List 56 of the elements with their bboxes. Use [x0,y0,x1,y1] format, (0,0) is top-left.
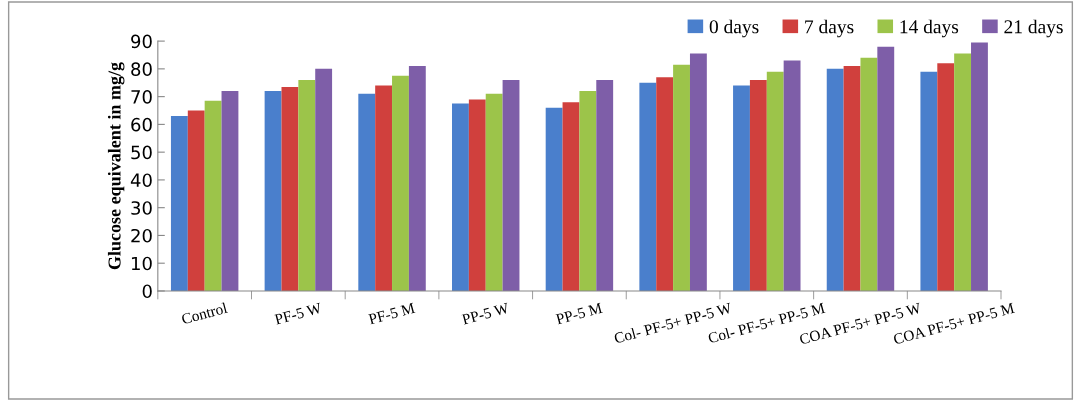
bar [954,53,972,291]
bar [733,85,750,291]
bar [843,66,861,291]
bar [187,110,205,291]
legend-label: 14 days [900,19,959,38]
bar [545,107,563,291]
bar [639,82,657,291]
bar [221,91,239,291]
legend-label: 0 days [709,19,759,38]
legend-label: 21 days [1004,19,1063,38]
bar [860,57,878,291]
bar [392,75,409,291]
bar [170,116,188,291]
bar [485,93,503,291]
bar [689,53,707,291]
y-tick-label: 50 [131,145,152,160]
bar [673,64,690,291]
x-tick-label: PP-5 M [555,302,603,325]
x-tick-label: Control [180,302,228,325]
bar [877,46,895,291]
x-tick-label: PF-5 M [368,302,416,325]
bar [656,77,674,291]
bar [826,68,844,291]
bar [937,63,955,291]
y-tick-label: 70 [131,90,152,104]
y-tick-label: 40 [130,173,152,188]
y-tick-label: 0 [142,284,152,299]
bar [596,79,614,291]
y-tick-label: 20 [131,228,152,243]
bar [375,85,393,291]
bar [971,42,988,291]
x-tick-label: PP-5 W [461,302,510,325]
bar [298,79,316,291]
bar [264,91,282,291]
bar [749,79,767,291]
y-tick-label: 90 [131,34,152,49]
bar [579,91,597,291]
x-tick-label: PF-5 W [274,302,323,325]
bar [358,93,376,291]
y-tick-label: 80 [131,62,152,76]
bar [502,79,520,291]
bar [452,103,469,291]
bar [281,86,299,291]
bar [408,66,426,291]
y-tick-label: 30 [131,201,152,215]
bar [766,71,784,291]
bar [920,71,938,291]
bar [315,68,333,291]
y-axis-title: Glucose equivalent in mg/g [107,62,125,270]
bar [204,100,222,291]
legend-label: 7 days [805,19,854,38]
bar [468,99,486,291]
bar [783,60,801,291]
y-tick-label: 10 [131,256,152,271]
y-tick-label: 60 [131,117,152,132]
bar [562,102,580,291]
